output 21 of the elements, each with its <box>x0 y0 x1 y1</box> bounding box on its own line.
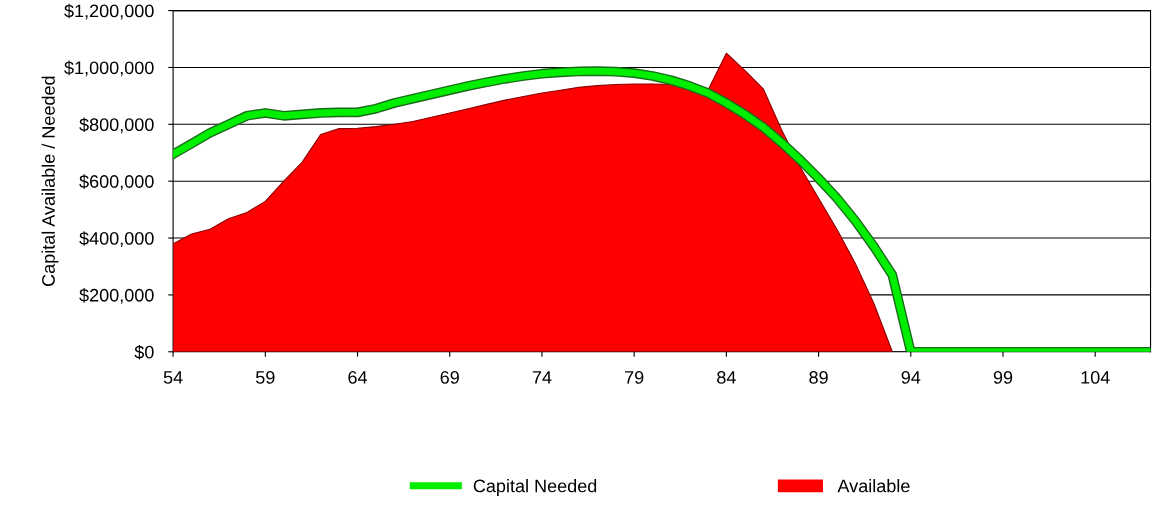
x-tick-label: 94 <box>901 371 921 384</box>
y-tick-label: $800,000 <box>79 117 154 134</box>
x-tick-label: 64 <box>348 371 368 384</box>
y-tick-label: $0 <box>134 344 154 360</box>
x-tick-label: 54 <box>163 371 183 384</box>
x-tick-label: 104 <box>1081 371 1110 384</box>
x-tick-label: 79 <box>625 371 644 384</box>
x-tick-label: 84 <box>717 371 736 384</box>
legend-label: Capital Needed <box>473 479 597 496</box>
y-tick-label: $600,000 <box>79 174 154 191</box>
x-tick-label: 59 <box>255 371 275 384</box>
y-tick-label: $400,000 <box>79 231 154 247</box>
x-tick-label: 99 <box>993 371 1013 384</box>
y-tick-label: $200,000 <box>79 288 154 304</box>
x-tick-label: 74 <box>532 371 552 384</box>
legend-label: Available <box>837 479 910 493</box>
y-tick-label: $1,200,000 <box>64 3 154 20</box>
x-tick-label: 69 <box>440 371 459 384</box>
y-axis-title: Capital Available / Needed <box>41 76 59 286</box>
y-tick-label: $1,000,000 <box>64 60 154 77</box>
x-tick-label: 89 <box>809 371 828 384</box>
